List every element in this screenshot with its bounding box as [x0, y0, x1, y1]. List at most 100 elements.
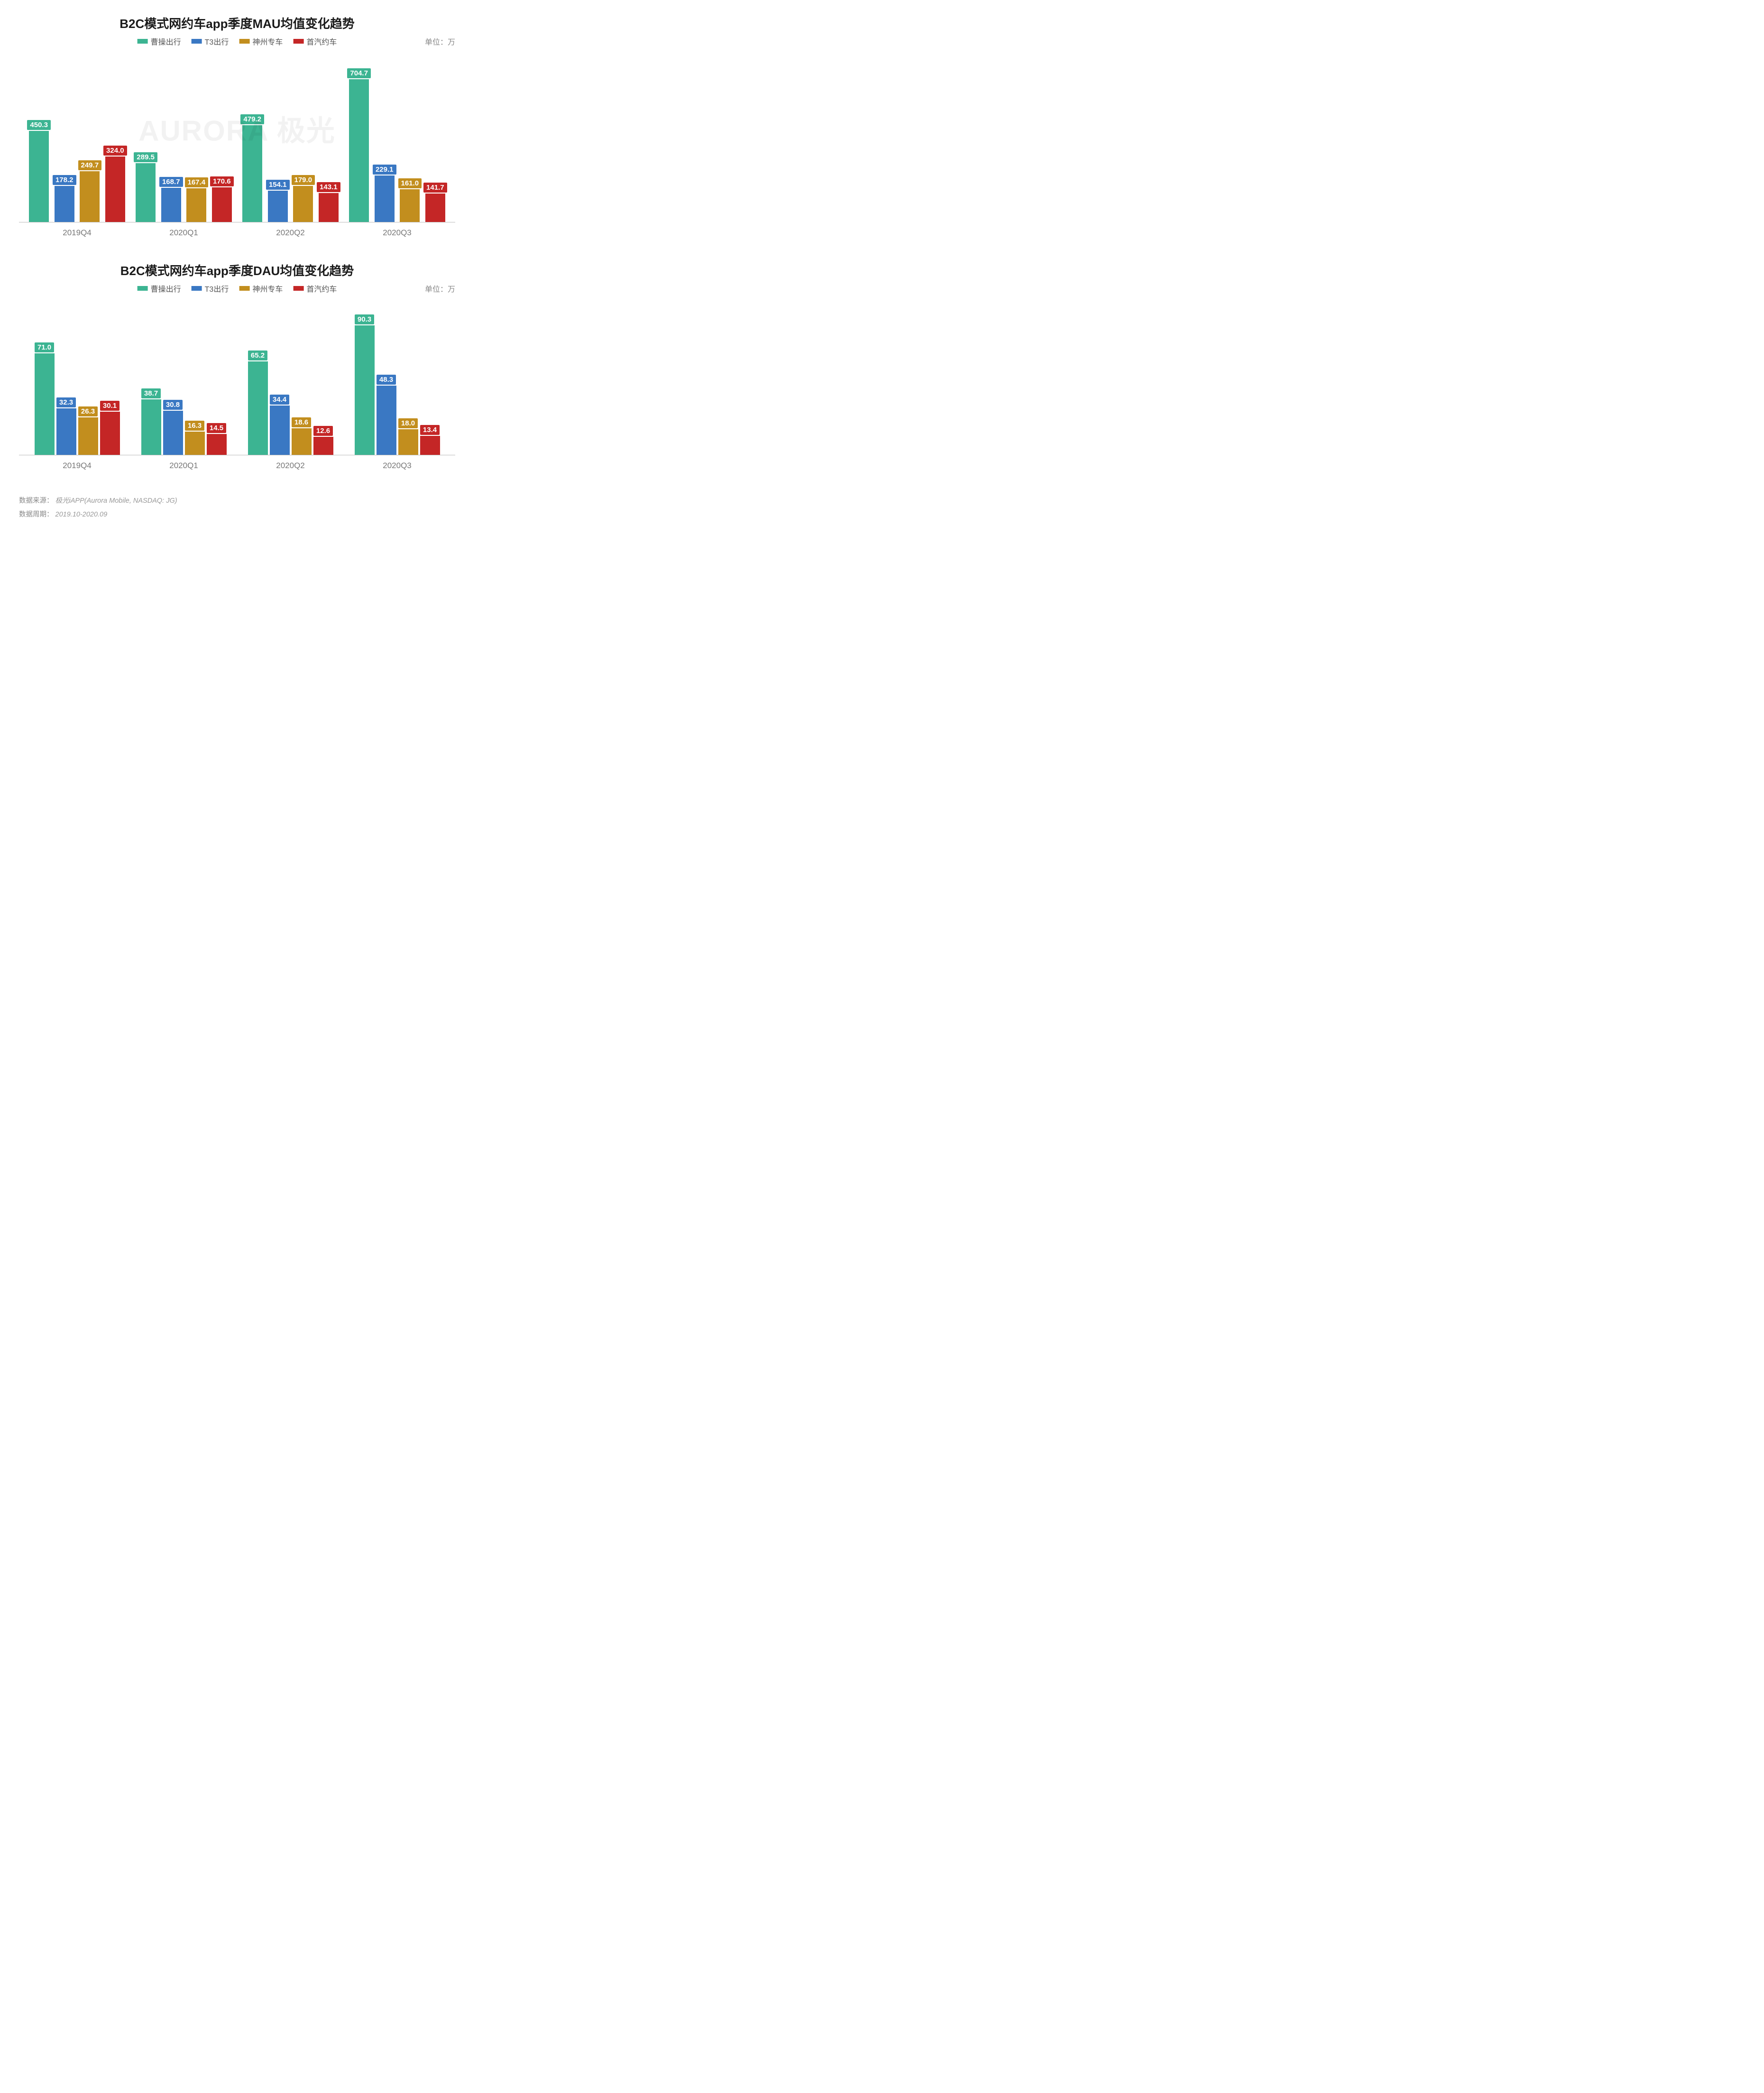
- bar-wrap: 18.0: [398, 418, 418, 455]
- source-value: 极光iAPP(Aurora Mobile, NASDAQ: JG): [55, 497, 177, 505]
- bar-value-label: 229.1: [373, 165, 396, 175]
- bar: [248, 361, 268, 455]
- legend-swatch-icon: [293, 39, 303, 44]
- bar-value-label: 32.3: [56, 397, 76, 407]
- legend-swatch-icon: [138, 286, 148, 291]
- period-label: 数据周期：: [19, 511, 54, 518]
- legend-swatch-icon: [192, 39, 202, 44]
- bar-value-label: 90.3: [355, 314, 374, 324]
- x-tick-label: 2020Q1: [130, 461, 237, 470]
- plot-area: AURORA 极光450.3178.2249.7324.0289.5168.71…: [19, 52, 455, 222]
- bar-group: 71.0 32.326.330.1: [35, 342, 120, 455]
- bar-group: 38.730.816.314.5: [141, 388, 227, 455]
- bar: [398, 429, 418, 455]
- bar-value-label: 450.3: [27, 120, 51, 130]
- bar-value-label: 179.0: [292, 175, 315, 185]
- bar-value-label: 48.3: [377, 375, 396, 385]
- bar-value-label: 141.7: [423, 183, 447, 193]
- bar-wrap: 71.0: [35, 342, 55, 455]
- bar: [377, 386, 396, 455]
- bar-group: 479.2154.1179.0143.1: [240, 114, 340, 222]
- bar-wrap: 48.3: [377, 375, 396, 455]
- bar: [185, 432, 205, 455]
- bar: [80, 171, 100, 222]
- x-tick-label: 2020Q3: [344, 461, 450, 470]
- bar-value-label: 324.0: [103, 146, 127, 156]
- legend-swatch-icon: [293, 286, 303, 291]
- bar: [163, 411, 183, 455]
- bar-wrap: 154.1: [266, 180, 290, 222]
- legend-swatch-icon: [192, 286, 202, 291]
- bar-wrap: 161.0: [398, 178, 422, 222]
- plot-area: 71.0 32.326.330.1 38.730.816.314.5 65.234.4…: [19, 299, 455, 455]
- chart-0: B2C模式网约车app季度MAU均值变化趋势曹操出行T3出行神州专车首汽约车单位…: [19, 14, 455, 238]
- bar: [425, 194, 445, 222]
- bar: [313, 437, 333, 455]
- legend-item: T3出行: [192, 283, 229, 294]
- bar-wrap: 170.6: [210, 176, 234, 222]
- bar-value-label: 479.2: [240, 114, 264, 124]
- bar-wrap: 141.7: [423, 183, 447, 222]
- bar: [212, 187, 232, 222]
- bar-value-label: 289.5: [134, 152, 157, 162]
- legend-item: 首汽约车: [293, 283, 337, 294]
- bar: [268, 191, 288, 222]
- bar-value-label: 154.1: [266, 180, 290, 190]
- legend-label: T3出行: [205, 36, 229, 47]
- legend: 曹操出行 T3出行 神州专车 首汽约车: [138, 36, 337, 47]
- bar: [78, 417, 98, 455]
- footer-notes: 数据来源： 极光iAPP(Aurora Mobile, NASDAQ: JG) …: [19, 494, 455, 522]
- chart-1: B2C模式网约车app季度DAU均值变化趋势曹操出行T3出行神州专车首汽约车单位…: [19, 261, 455, 470]
- bar-value-label: 71.0: [35, 342, 54, 352]
- bar-value-label: 38.7: [141, 388, 161, 398]
- bar: [319, 193, 339, 222]
- bar-group: 90.348.318.013.4: [355, 314, 440, 455]
- bar-value-label: 34.4: [270, 395, 289, 405]
- bar-wrap: 479.2: [240, 114, 264, 222]
- bar: [293, 186, 313, 222]
- bar-wrap: 30.8: [163, 400, 183, 455]
- bar-wrap: 18.6: [292, 417, 312, 455]
- bar-group: 704.7229.1161.0141.7: [347, 68, 447, 222]
- bar: [242, 125, 262, 222]
- x-tick-label: 2020Q1: [130, 228, 237, 238]
- bar-wrap: 179.0: [292, 175, 315, 222]
- legend-row: 曹操出行T3出行神州专车首汽约车单位：万: [19, 36, 455, 47]
- bar-wrap: 65.2: [248, 350, 268, 455]
- legend-label: 神州专车: [252, 36, 283, 47]
- legend-row: 曹操出行T3出行神州专车首汽约车单位：万: [19, 283, 455, 294]
- legend-swatch-icon: [239, 286, 249, 291]
- bar-value-label: 12.6: [313, 426, 333, 436]
- bar-wrap: 704.7: [347, 68, 371, 222]
- chart-title: B2C模式网约车app季度MAU均值变化趋势: [19, 14, 455, 32]
- bar-wrap: 450.3: [27, 120, 51, 222]
- bar-value-label: 168.7: [159, 177, 183, 187]
- bar: [100, 412, 120, 455]
- bar: [35, 353, 55, 455]
- source-label: 数据来源：: [19, 497, 54, 505]
- bar-wrap: 16.3: [185, 421, 205, 455]
- bar-value-label: 18.6: [292, 417, 311, 427]
- bar: [375, 175, 395, 222]
- legend-item: 神州专车: [239, 36, 283, 47]
- legend-label: 神州专车: [252, 283, 283, 294]
- legend-swatch-icon: [138, 39, 148, 44]
- bar-group: 450.3178.2249.7324.0: [27, 120, 127, 222]
- legend-label: 首汽约车: [306, 36, 337, 47]
- bar-value-label: 30.1: [100, 401, 119, 411]
- legend-item: T3出行: [192, 36, 229, 47]
- bar-value-label: 18.0: [398, 418, 418, 428]
- bar-wrap: 167.4: [185, 177, 209, 222]
- bar: [349, 79, 369, 222]
- bar-wrap: 26.3: [78, 406, 98, 455]
- legend-item: 曹操出行: [138, 283, 181, 294]
- legend: 曹操出行 T3出行 神州专车首汽约车: [138, 283, 337, 294]
- bar-value-label: 178.2: [53, 175, 76, 185]
- bar-wrap: 14.5: [207, 423, 227, 455]
- bar: [55, 186, 74, 222]
- bar-value-label: 161.0: [398, 178, 422, 188]
- legend-item: 曹操出行: [138, 36, 181, 47]
- bar-wrap: 324.0: [103, 146, 127, 222]
- bar: [355, 325, 375, 455]
- bar-value-label: 14.5: [207, 423, 226, 433]
